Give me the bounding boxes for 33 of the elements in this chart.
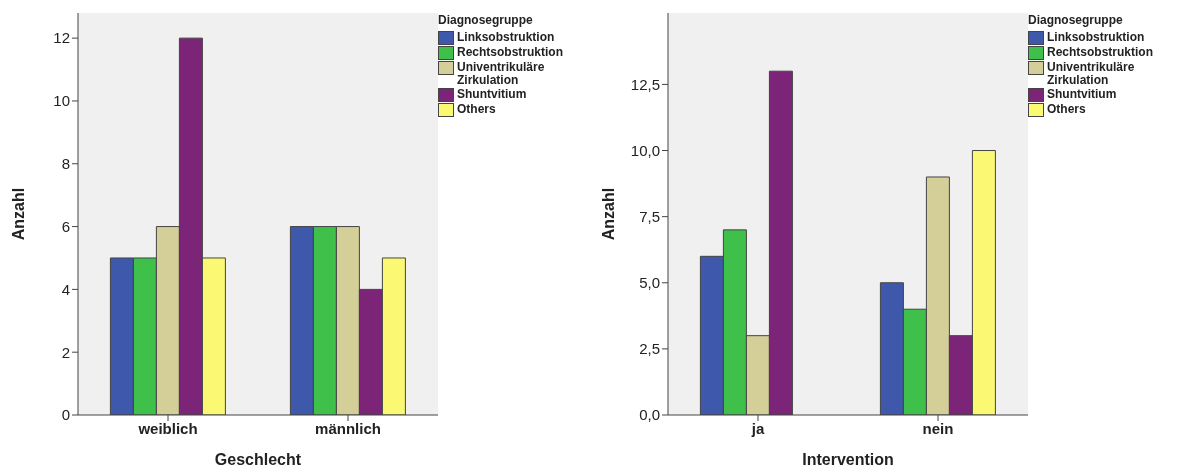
y-tick-label: 10,0 (630, 141, 660, 159)
y-tick-label: 0 (61, 406, 70, 424)
legend-label: Shuntvitium (1047, 87, 1117, 101)
legend-label: Rechtsobstruktion (457, 45, 564, 59)
y-tick-label: 0,0 (639, 406, 660, 424)
legend-label: Univentrikuläre Zirkulation (457, 60, 546, 87)
legend-title: Diagnosegruppe (438, 13, 534, 27)
y-tick-label: 4 (61, 280, 70, 298)
y-axis-title: Anzahl (599, 187, 617, 241)
y-tick-label: 7,5 (639, 207, 660, 225)
legend-label: Others (1047, 102, 1086, 116)
legend-title: Diagnosegruppe (1028, 13, 1124, 27)
y-axis-title: Anzahl (9, 187, 27, 241)
x-tick-label: männlich (315, 419, 381, 437)
x-tick-label: ja (750, 419, 765, 437)
legend-label: Others (457, 102, 496, 116)
x-axis-title: Intervention (802, 451, 894, 468)
y-tick-label: 2 (61, 343, 70, 361)
x-tick-label: nein (922, 419, 954, 437)
legend-label: Linksobstruktion (457, 30, 555, 44)
legend-label: Shuntvitium (457, 87, 527, 101)
legend-label: Univentrikuläre Zirkulation (1047, 60, 1136, 87)
x-tick-label: weiblich (137, 419, 198, 437)
y-tick-label: 12 (53, 29, 70, 47)
legend-label: Linksobstruktion (1047, 30, 1145, 44)
legend-label: Rechtsobstruktion (1047, 45, 1154, 59)
y-tick-label: 5,0 (639, 274, 660, 292)
y-tick-label: 10 (53, 92, 70, 110)
y-tick-label: 12,5 (630, 75, 660, 93)
y-tick-label: 8 (61, 155, 70, 173)
x-axis-title: Geschlecht (214, 451, 302, 468)
y-tick-label: 2,5 (639, 340, 660, 358)
y-tick-label: 6 (61, 217, 70, 235)
